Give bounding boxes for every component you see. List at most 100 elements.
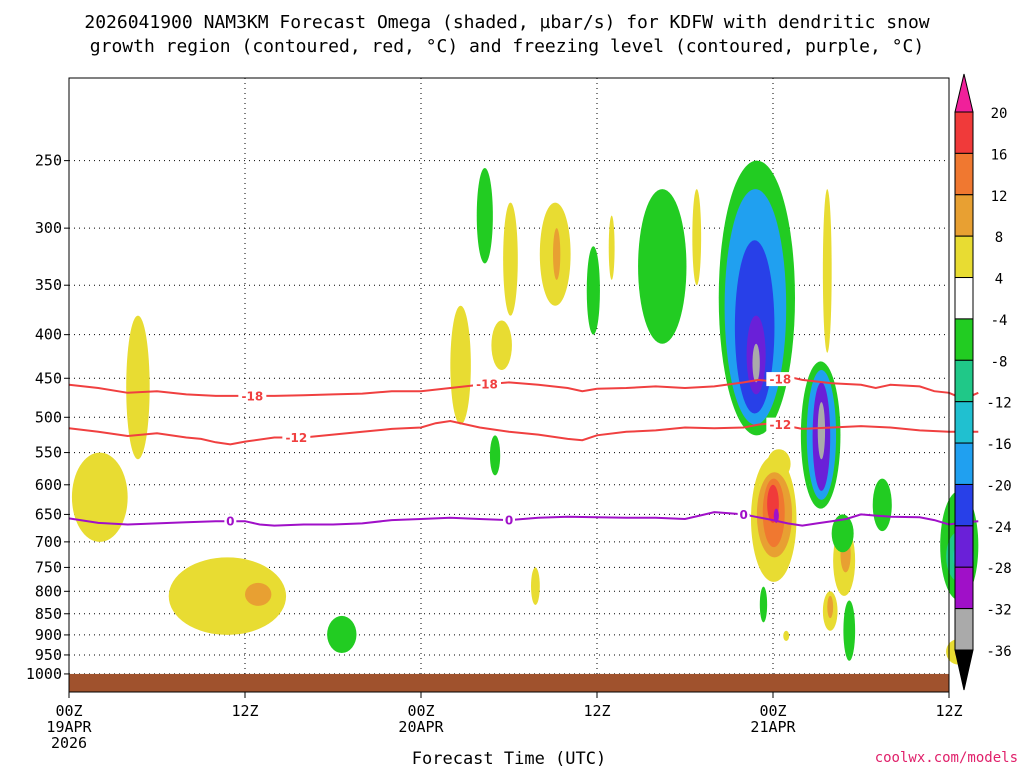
chart-title-line1: 2026041900 NAM3KM Forecast Omega (shaded… (84, 12, 929, 33)
contour-label: -12 (285, 431, 307, 445)
omega-shaded-region (831, 514, 854, 553)
x-tick-label: 12Z (935, 702, 962, 720)
dgz-minus12-contour (68, 419, 979, 446)
colorbar-bin (954, 359, 974, 403)
colorbar-bin (954, 194, 974, 237)
omega-shaded-region (759, 586, 768, 623)
omega-shaded-region (872, 478, 892, 532)
colorbar-tick-label: 20 (991, 106, 1008, 122)
x-tick-label: 00Z (407, 702, 434, 720)
colorbar-bin (954, 235, 974, 279)
y-tick-label: 900 (35, 626, 62, 644)
y-tick-label: 550 (35, 444, 62, 462)
colorbar-tick-label: -24 (986, 520, 1011, 536)
omega-shaded-region (752, 343, 760, 383)
x-tick-label: 20APR (398, 718, 444, 736)
colorbar-tick-label: -28 (986, 561, 1011, 577)
y-tick-label: 400 (35, 326, 62, 344)
omega-shaded-region (783, 630, 790, 642)
omega-shaded-region (822, 189, 832, 353)
contour-label: -18 (769, 373, 791, 387)
omega-shaded-region (773, 508, 779, 523)
colorbar-tick-label: -4 (991, 313, 1008, 329)
omega-shaded-region (608, 215, 615, 280)
contour-label: 0 (739, 508, 747, 522)
credit-text: coolwx.com/models (875, 750, 1018, 766)
omega-shaded-region (531, 567, 540, 605)
colorbar-bin (954, 152, 974, 196)
contour-label-bg (503, 513, 515, 528)
colorbar-bin (954, 111, 974, 154)
contour-label-bg (766, 372, 795, 387)
colorbar-bin (954, 483, 974, 527)
colorbar-tick-label: -8 (991, 354, 1008, 370)
contour-label-bg (737, 507, 750, 522)
contour-label: -12 (769, 418, 791, 432)
y-tick-label: 450 (35, 369, 62, 387)
omega-shaded-region (553, 228, 561, 280)
contour-label-bg (473, 377, 501, 392)
contour-label-bg (224, 514, 237, 529)
colorbar-bin (954, 608, 974, 651)
y-tick-label: 950 (35, 646, 62, 664)
colorbar-tick-label: -32 (986, 603, 1011, 619)
contour-label: 0 (226, 515, 234, 529)
colorbar-bin (954, 318, 974, 361)
omega-shaded-region (843, 600, 856, 661)
colorbar-tick-label: 8 (995, 230, 1003, 246)
colorbar-bottom-triangle (954, 649, 974, 691)
omega-shaded-region (126, 315, 150, 460)
colorbar-tick-label: 12 (991, 189, 1008, 205)
colorbar-tick-label: -20 (986, 478, 1011, 494)
contour-label: -18 (241, 389, 263, 403)
omega-shaded-region (692, 189, 702, 286)
contour-label: -18 (476, 378, 498, 392)
x-tick-label: 00Z (55, 702, 82, 720)
omega-shaded-region (491, 320, 512, 370)
colorbar-bin (954, 401, 974, 444)
omega-shaded-region (450, 305, 471, 425)
omega-shaded-region (817, 402, 826, 460)
x-axis-label: Forecast Time (UTC) (412, 749, 606, 768)
chart-title-line2: growth region (contoured, red, °C) and f… (90, 36, 924, 57)
omega-shaded-region (827, 595, 834, 619)
contour-label: 0 (505, 514, 513, 528)
omega-shaded-region (638, 189, 687, 344)
colorbar-tick-label: -16 (986, 437, 1011, 453)
colorbar-tick-label: 16 (991, 147, 1008, 163)
y-tick-label: 600 (35, 476, 62, 494)
x-tick-label: 21APR (750, 718, 796, 736)
freezing-level-contour (68, 511, 979, 527)
colorbar-bin (954, 442, 974, 485)
x-tick-label: 19APR (46, 718, 92, 736)
y-tick-label: 650 (35, 505, 62, 523)
omega-shaded-region (503, 202, 518, 316)
x-tick-label: 00Z (759, 702, 786, 720)
colorbar-top-triangle (954, 73, 974, 113)
x-tick-label: 2026 (51, 734, 87, 752)
plot-frame (68, 77, 950, 693)
omega-shaded-region (71, 452, 128, 542)
y-tick-label: 850 (35, 605, 62, 623)
x-tick-label: 12Z (583, 702, 610, 720)
x-tick-label: 12Z (231, 702, 258, 720)
contour-lines: -18 -18 -18 -12 -12 0 0 0 (68, 372, 979, 529)
plot-area: -18 -18 -18 -12 -12 0 0 0 (68, 77, 979, 693)
omega-shaded-region (168, 557, 287, 635)
omega-shaded-region (327, 615, 357, 653)
y-tick-label: 250 (35, 152, 62, 170)
omega-shading (71, 160, 979, 665)
y-tick-label: 750 (35, 558, 62, 576)
omega-shaded-region (476, 167, 493, 264)
y-tick-label: 700 (35, 533, 62, 551)
colorbar-tick-label: -12 (986, 396, 1011, 412)
colorbar: 20 16 12 8 4 -4 -8 -12 -16 -20 -24 -28 -32 -36 (954, 73, 1012, 691)
y-tick-label: 500 (35, 408, 62, 426)
contour-label-bg (238, 388, 267, 403)
colorbar-tick-label: 4 (995, 272, 1003, 288)
y-tick-label: 1000 (26, 665, 62, 683)
contour-label-bg (282, 430, 311, 445)
colorbar-bin (954, 277, 974, 320)
